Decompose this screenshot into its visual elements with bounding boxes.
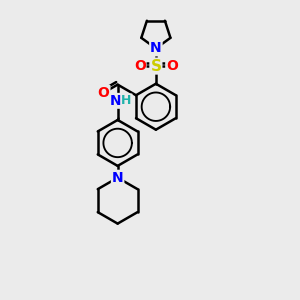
Text: O: O (134, 59, 146, 73)
Text: N: N (112, 171, 124, 185)
Text: N: N (150, 41, 162, 56)
Text: H: H (121, 94, 132, 107)
Text: O: O (98, 86, 109, 100)
Text: N: N (110, 94, 122, 108)
Text: S: S (150, 58, 161, 74)
Text: O: O (166, 59, 178, 73)
